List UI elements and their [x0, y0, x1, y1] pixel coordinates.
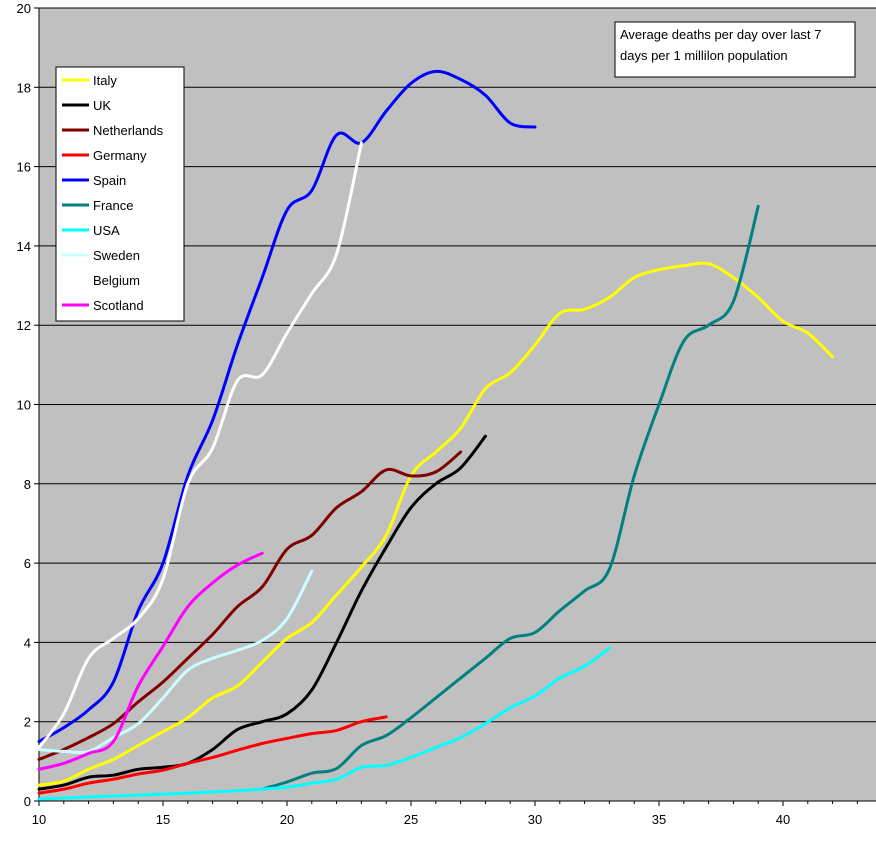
legend-label-italy: Italy — [93, 73, 117, 88]
x-tick-label: 30 — [528, 812, 542, 827]
y-tick-label: 6 — [24, 556, 31, 571]
annotation-line-2: days per 1 millilon population — [620, 48, 788, 63]
legend-label-belgium: Belgium — [93, 273, 140, 288]
series-lines — [37, 69, 835, 801]
y-tick-label: 14 — [17, 239, 31, 254]
legend-label-sweden: Sweden — [93, 248, 140, 263]
legend-label-scotland: Scotland — [93, 298, 144, 313]
y-tick-label: 12 — [17, 318, 31, 333]
annotation: Average deaths per day over last 7 days … — [614, 21, 856, 78]
y-tick-label: 20 — [17, 1, 31, 16]
y-tick-label: 4 — [24, 635, 31, 650]
series-line-uk — [37, 434, 487, 791]
y-tick-label: 0 — [24, 794, 31, 809]
x-tick-label: 25 — [404, 812, 418, 827]
legend-label-germany: Germany — [93, 148, 147, 163]
y-tick-label: 18 — [17, 80, 31, 95]
y-tick-label: 2 — [24, 715, 31, 730]
x-tick-label: 15 — [156, 812, 170, 827]
x-tick-label: 40 — [776, 812, 790, 827]
series-line-sweden — [37, 569, 314, 755]
series-line-netherlands — [37, 450, 463, 761]
legend-label-spain: Spain — [93, 173, 126, 188]
series-line-spain — [37, 69, 537, 743]
x-tick-label: 20 — [280, 812, 294, 827]
y-tick-label: 10 — [17, 398, 31, 413]
x-tick-label: 35 — [652, 812, 666, 827]
series-line-usa — [37, 646, 611, 801]
y-tick-label: 8 — [24, 477, 31, 492]
annotation-box — [614, 21, 856, 78]
legend: Italy UK Netherlands Germany Spain France USA S… — [55, 66, 185, 322]
axes: 0 2 4 6 8 10 12 14 16 18 20 10 15 20 25 30 35 40 — [17, 1, 876, 827]
series-line-belgium — [37, 141, 363, 749]
series-line-france — [260, 204, 760, 791]
series-line-italy — [37, 261, 835, 787]
x-tick-label: 10 — [32, 812, 46, 827]
legend-label-france: France — [93, 198, 133, 213]
legend-label-netherlands: Netherlands — [93, 123, 164, 138]
annotation-line-1: Average deaths per day over last 7 — [620, 27, 821, 42]
y-tick-label: 16 — [17, 160, 31, 175]
legend-label-uk: UK — [93, 98, 111, 113]
legend-label-usa: USA — [93, 223, 120, 238]
series-line-scotland — [37, 551, 264, 771]
series-line-germany — [37, 715, 388, 795]
